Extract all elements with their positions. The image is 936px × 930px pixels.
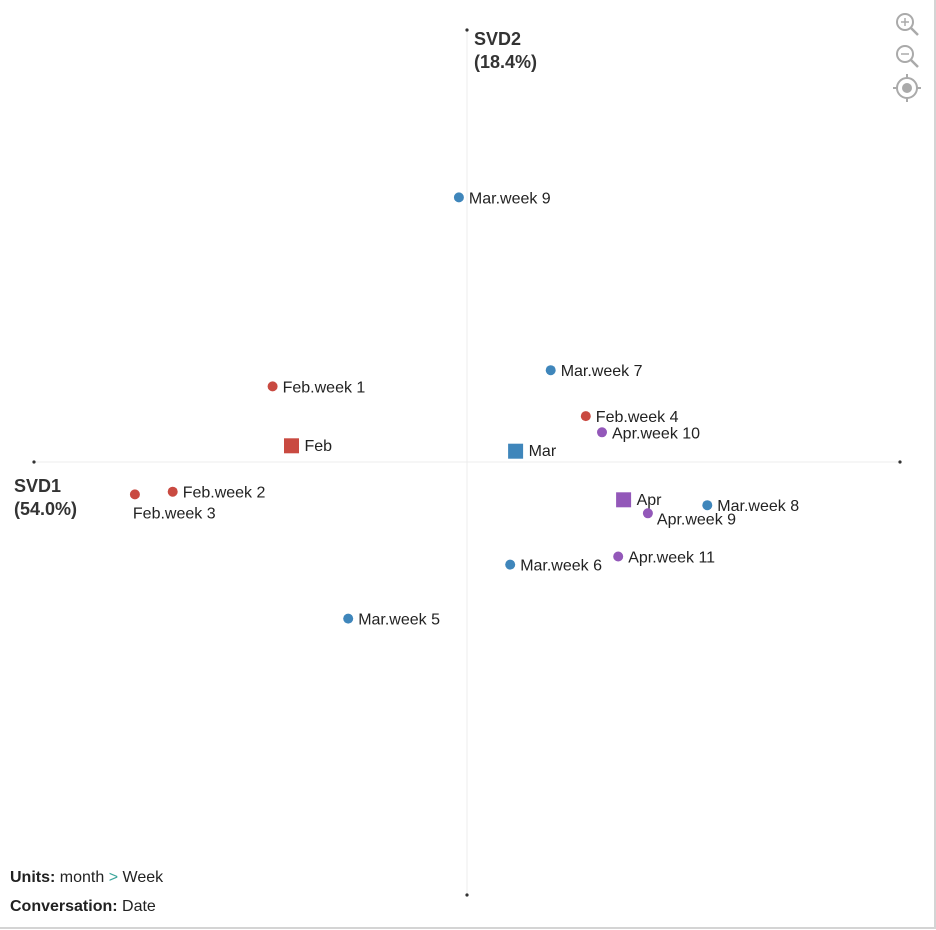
point-mar-week-8 — [702, 500, 713, 511]
units-line: Units: month > Week — [10, 869, 163, 887]
point-mar-week-6 — [505, 559, 516, 570]
point-label-mar-week-9: Mar.week 9 — [469, 190, 551, 207]
point-apr-week-10 — [597, 427, 607, 438]
point-mar-week-7 — [545, 365, 556, 376]
zoom-in-button[interactable] — [892, 9, 922, 39]
y-axis-title: SVD2 (18.4%) — [474, 28, 537, 74]
x-axis-title: SVD1 (54.0%) — [14, 475, 77, 521]
point-label-mar-week-8: Mar.week 8 — [717, 498, 799, 515]
axis-end-dot — [898, 460, 902, 464]
week-points: Feb.week 1 Feb.week 2 Feb.week 3 Feb.week 4… — [129, 190, 799, 629]
month-label-mar: Mar — [529, 443, 557, 460]
units-label: Units: — [10, 869, 56, 886]
point-feb-week-1 — [267, 381, 278, 392]
month-markers: Feb Mar Apr — [284, 438, 662, 509]
axis-end-dot — [32, 460, 36, 464]
point-mar-week-5 — [343, 613, 354, 624]
point-label-feb-week-4: Feb.week 4 — [596, 409, 679, 426]
conversation-line: Conversation: Date — [10, 898, 156, 916]
point-label-mar-week-5: Mar.week 5 — [358, 612, 440, 629]
point-label-apr-week-11: Apr.week 11 — [628, 550, 715, 567]
zoom-in-icon — [896, 13, 919, 36]
point-apr-week-9 — [642, 508, 653, 519]
y-axis-percent: (18.4%) — [474, 52, 538, 72]
x-axis-percent: (54.0%) — [14, 499, 78, 519]
point-label-mar-week-7: Mar.week 7 — [561, 363, 643, 380]
month-marker-feb — [284, 438, 299, 454]
conversation-value: Date — [122, 898, 156, 915]
zoom-out-icon — [896, 45, 919, 68]
axis-end-dot — [465, 28, 469, 32]
units-sub: Week — [122, 869, 164, 886]
month-marker-mar — [508, 443, 524, 459]
point-label-feb-week-3: Feb.week 3 — [133, 505, 216, 522]
point-label-feb-week-1: Feb.week 1 — [283, 379, 366, 396]
axes — [32, 28, 902, 897]
axis-end-dot — [465, 893, 469, 897]
point-feb-week-2 — [167, 486, 178, 497]
point-apr-week-11 — [613, 551, 624, 562]
units-separator: > — [108, 869, 119, 886]
point-label-apr-week-10: Apr.week 10 — [612, 425, 700, 442]
point-label-apr-week-9: Apr.week 9 — [657, 511, 736, 528]
conversation-label: Conversation: — [10, 898, 118, 915]
month-label-apr: Apr — [637, 492, 663, 509]
point-label-feb-week-2: Feb.week 2 — [183, 485, 266, 502]
x-axis-label: SVD1 — [14, 476, 62, 496]
point-feb-week-4 — [580, 411, 591, 422]
recenter-button[interactable] — [892, 73, 922, 103]
units-value: month — [59, 869, 105, 886]
recenter-icon — [893, 74, 921, 102]
point-mar-week-9 — [453, 192, 464, 203]
y-axis-label: SVD2 — [474, 29, 522, 49]
zoom-out-button[interactable] — [892, 41, 922, 71]
point-feb-week-3 — [129, 489, 140, 500]
point-label-mar-week-6: Mar.week 6 — [520, 558, 602, 575]
month-marker-apr — [616, 492, 632, 508]
month-label-feb: Feb — [305, 438, 333, 455]
